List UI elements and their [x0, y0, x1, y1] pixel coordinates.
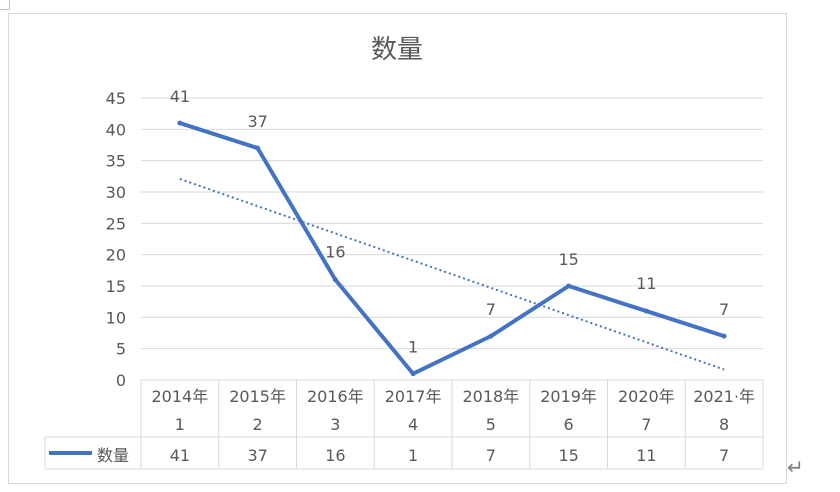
data-table-value: 7	[486, 446, 496, 465]
data-label: 41	[170, 87, 190, 106]
data-point	[177, 120, 183, 126]
x-tick-label: 2016年	[307, 387, 364, 406]
y-tick-label: 40	[106, 120, 126, 139]
data-point	[721, 333, 727, 339]
data-label: 16	[325, 243, 345, 262]
data-point	[566, 283, 572, 289]
data-point	[488, 333, 494, 339]
x-tick-label: 7	[641, 415, 651, 434]
x-tick-label: 2019年	[540, 387, 597, 406]
x-tick-label: 3	[330, 415, 340, 434]
x-tick-label: 2017年	[385, 387, 442, 406]
data-label: 7	[719, 300, 729, 319]
data-table-value: 7	[719, 446, 729, 465]
data-label: 7	[486, 300, 496, 319]
data-table-value: 15	[558, 446, 578, 465]
paragraph-return-icon: ↵	[787, 455, 804, 479]
page-corner-mark	[0, 0, 10, 10]
y-tick-label: 0	[116, 371, 126, 390]
data-point	[410, 371, 416, 377]
legend-label: 数量	[97, 446, 129, 465]
data-label: 11	[636, 274, 656, 293]
x-tick-label: 8	[719, 415, 729, 434]
data-point	[332, 277, 338, 283]
y-tick-label: 35	[106, 152, 126, 171]
data-table-value: 16	[325, 446, 345, 465]
x-tick-label: 4	[408, 415, 418, 434]
y-tick-label: 10	[106, 308, 126, 327]
y-tick-label: 15	[106, 277, 126, 296]
data-table-value: 11	[636, 446, 656, 465]
x-tick-label: 2015年	[229, 387, 286, 406]
data-label: 37	[247, 112, 267, 131]
x-tick-label: 2020年	[618, 387, 675, 406]
y-tick-label: 25	[106, 214, 126, 233]
x-tick-label: 2021·年	[693, 387, 755, 406]
y-tick-label: 45	[106, 89, 126, 108]
x-tick-label: 6	[564, 415, 574, 434]
data-label: 1	[408, 338, 418, 357]
data-point	[255, 145, 261, 151]
x-tick-label: 5	[486, 415, 496, 434]
series-line-数量	[177, 121, 727, 376]
y-tick-label: 5	[116, 340, 126, 359]
x-tick-label: 2018年	[463, 387, 520, 406]
x-tick-label: 2	[253, 415, 263, 434]
data-table-value: 41	[170, 446, 190, 465]
chart-area[interactable]	[8, 13, 787, 484]
y-tick-label: 30	[106, 183, 126, 202]
data-label: 15	[558, 250, 578, 269]
trendline	[179, 178, 725, 371]
y-tick-label: 20	[106, 246, 126, 265]
data-table-value: 37	[247, 446, 267, 465]
data-table-value: 1	[408, 446, 418, 465]
x-tick-label: 1	[175, 415, 185, 434]
x-tick-label: 2014年	[152, 387, 209, 406]
data-point	[643, 308, 649, 314]
chart-title: 数量	[371, 35, 423, 65]
